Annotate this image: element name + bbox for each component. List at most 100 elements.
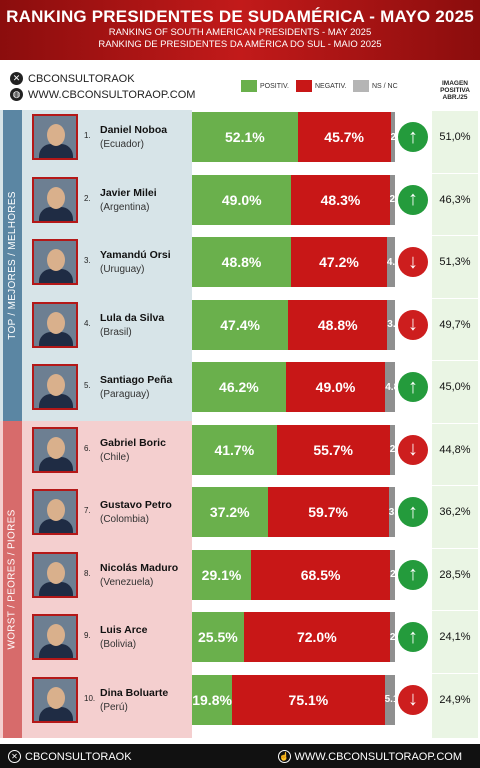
nsnc-bar-segment: 2.4	[390, 549, 395, 600]
photo-face	[47, 436, 65, 459]
previous-image-value: 45,0%	[439, 381, 471, 393]
stacked-bar: 52.1%45.7%2.2	[192, 112, 395, 162]
president-row: 5. Santiago Peña (Paraguay) 46.2%49.0%4.8↑ 4…	[0, 360, 480, 412]
arrow-up-icon: ↑	[398, 622, 428, 652]
president-name: Luis Arce	[100, 624, 148, 636]
stacked-bar: 25.5%72.0%2.5	[192, 612, 395, 662]
footer-website[interactable]: ☝ WWW.CBCONSULTORAOP.COM	[277, 750, 462, 763]
president-photo	[32, 489, 78, 535]
arrow-up-icon: ↑	[398, 372, 428, 402]
footer-x-handle-text: CBCONSULTORAOK	[25, 750, 132, 763]
legend-nsnc: NS / NC	[353, 80, 398, 92]
stacked-bar: 41.7%55.7%2.6	[192, 424, 395, 475]
previous-image-value: 46,3%	[439, 193, 471, 206]
president-photo	[32, 301, 78, 348]
negative-bar-segment: 72.0%	[243, 612, 390, 662]
president-photo	[32, 676, 78, 723]
x-logo-icon: ✕	[8, 750, 21, 763]
president-name: Nicolás Maduro	[100, 561, 179, 574]
positive-bar-segment: 19.8%	[192, 674, 233, 725]
photo-body	[39, 331, 73, 346]
stacked-bar: 29.1%68.5%2.4	[192, 549, 395, 600]
photo-face	[47, 311, 65, 334]
previous-image-value: 36,2%	[439, 506, 471, 518]
nsnc-bar-segment: 2.5	[389, 612, 395, 662]
president-row: 3. Yamandú Orsi (Uruguay) 48.8%47.2%4.0↓ 51,…	[0, 235, 480, 287]
arrow-down-icon: ↓	[398, 247, 428, 277]
country-name: (Venezuela)	[100, 576, 154, 588]
negative-bar-segment: 47.2%	[291, 237, 387, 287]
subtitle-english: RANKING OF SOUTH AMERICAN PRESIDENTS - M…	[108, 27, 372, 38]
president-photo	[32, 364, 78, 410]
legend-negative: NEGATIV.	[296, 80, 347, 92]
nsnc-bar-segment: 2.7	[389, 174, 395, 225]
president-photo	[32, 239, 78, 285]
nsnc-bar-segment: 5.1	[384, 674, 395, 725]
president-name: Dina Boluarte	[100, 686, 169, 699]
x-logo-icon: ✕	[10, 72, 23, 85]
legend-positive: POSITIV.	[241, 80, 289, 92]
brand-x-handle-text: CBCONSULTORAOK	[28, 72, 135, 85]
president-name: Santiago Peña	[100, 374, 173, 386]
president-row: 2.Javier Milei(Argentina)49.0%48.3%2.7↑4…	[0, 172, 480, 225]
previous-image-value: 44,8%	[439, 443, 471, 456]
photo-face	[47, 561, 65, 584]
nsnc-bar-segment: 2.6	[389, 424, 395, 475]
photo-body	[39, 581, 73, 596]
photo-face	[47, 499, 65, 521]
negative-bar-segment: 45.7%	[297, 112, 391, 162]
footer-website-text: WWW.CBCONSULTORAOP.COM	[294, 750, 462, 763]
photo-body	[39, 706, 73, 721]
rank-number: 1.	[84, 131, 91, 140]
president-row: 7.Gustavo Petro(Colombia)37.2%59.7%3.1↑3…	[0, 485, 480, 537]
subtitle-portuguese: RANKING DE PRESIDENTES DA AMÉRICA DO SUL…	[98, 39, 382, 50]
rank-number: 5.	[84, 381, 91, 390]
president-photo	[32, 426, 78, 473]
country-name: (Bolivia)	[100, 639, 137, 650]
row-divider	[192, 547, 478, 549]
worst-section-bar	[3, 421, 22, 738]
president-name: Lula da Silva	[100, 311, 165, 324]
negative-bar-segment: 75.1%	[232, 674, 385, 725]
stacked-bar: 47.4%48.8%3.8	[192, 299, 395, 350]
country-name: (Brasil)	[100, 326, 132, 338]
photo-face	[47, 624, 65, 646]
positive-bar-segment: 37.2%	[192, 487, 268, 537]
rank-number: 9.	[84, 631, 91, 640]
rank-number: 4.	[84, 318, 91, 328]
footer-x-handle[interactable]: ✕ CBCONSULTORAOK	[8, 750, 132, 763]
country-name: (Paraguay)	[100, 389, 150, 400]
president-row: 1. Daniel Noboa (Ecuador) 52.1%45.7%2.2↑ 51,…	[0, 110, 480, 162]
nsnc-bar-segment: 3.8	[387, 299, 395, 350]
positive-bar-segment: 29.1%	[192, 549, 252, 600]
image-column-background	[432, 110, 478, 738]
photo-face	[47, 249, 65, 271]
negative-bar-segment: 49.0%	[285, 362, 386, 412]
nsnc-bar-segment: 3.1	[388, 487, 395, 537]
previous-image-value: 49,7%	[439, 318, 471, 331]
rank-number: 10.	[84, 693, 96, 703]
president-row: 10. Dina Boluarte (Perú) 19.8%75.1%5.1↓ 24,9…	[0, 672, 480, 725]
brand-website[interactable]: ◍ WWW.CBCONSULTORAOP.COM	[10, 88, 195, 101]
positive-bar-segment: 49.0%	[192, 174, 292, 225]
country-name: (Chile)	[100, 451, 130, 463]
stacked-bar: 46.2%49.0%4.8	[192, 362, 395, 412]
row-divider	[192, 422, 478, 424]
photo-face	[47, 124, 65, 146]
positive-bar-segment: 47.4%	[192, 299, 289, 350]
president-photo	[32, 176, 78, 223]
row-divider	[192, 360, 478, 361]
president-row: 9. Luis Arce (Bolivia) 25.5%72.0%2.5↑ 24,1%	[0, 610, 480, 662]
row-divider	[192, 172, 478, 174]
negative-bar-segment: 48.3%	[291, 174, 390, 225]
brand-website-text: WWW.CBCONSULTORAOP.COM	[28, 88, 196, 101]
president-name: Javier Milei	[100, 186, 157, 199]
president-name: Daniel Noboa	[100, 124, 168, 136]
president-photo	[32, 114, 78, 160]
legend-negative-label: NEGATIV.	[315, 82, 347, 90]
pointer-icon: ☝	[277, 750, 291, 763]
previous-image-value: 51,3%	[439, 256, 471, 268]
stacked-bar: 48.8%47.2%4.0	[192, 237, 395, 287]
photo-body	[39, 456, 73, 471]
brand-x-handle[interactable]: ✕ CBCONSULTORAOK	[10, 72, 135, 85]
